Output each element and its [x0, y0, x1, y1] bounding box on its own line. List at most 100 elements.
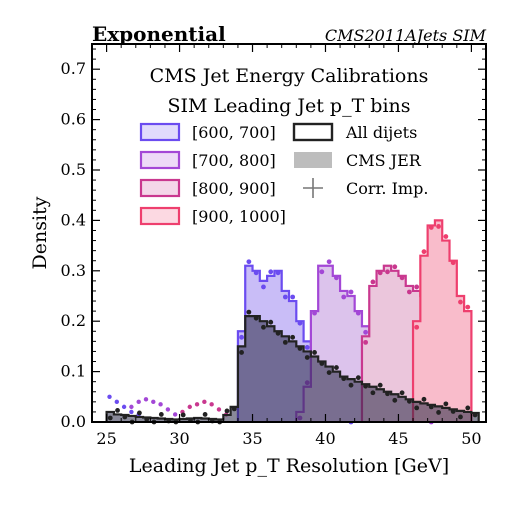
header-right: CMS2011AJets SIM — [325, 26, 487, 45]
all-dijets-point — [290, 334, 296, 340]
series-1-tail-point — [129, 409, 134, 415]
series-1-point — [239, 334, 244, 340]
series-3-point — [370, 279, 376, 285]
plot-frame — [91, 43, 487, 423]
y-tick-label: 0.0 — [61, 412, 86, 431]
y-tick-label: 0.6 — [61, 110, 86, 129]
all-dijets-point — [297, 346, 303, 351]
series-1-point — [253, 270, 259, 276]
all-dijets-point — [428, 404, 434, 410]
series-2-tail-point — [165, 407, 171, 412]
x-tick-label: 30 — [169, 429, 189, 448]
legend-label: [800, 900] — [192, 179, 276, 198]
series-4-point — [428, 225, 434, 230]
all-dijets-point — [472, 412, 478, 418]
title-line-2: SIM Leading Jet p_T bins — [167, 95, 410, 117]
series-4-point — [443, 234, 449, 239]
x-axis-label: Leading Jet p_T Resolution [GeV] — [129, 455, 449, 477]
series-1-point — [290, 294, 296, 300]
all-dijets-point — [107, 415, 113, 421]
y-tick-label: 0.5 — [61, 160, 86, 179]
legend-swatch — [294, 152, 332, 168]
legend-label: [900, 1000] — [192, 207, 286, 226]
series-3-point — [414, 284, 420, 290]
series-3-point — [399, 275, 405, 281]
all-dijets-point — [202, 412, 208, 417]
all-dijets-point — [319, 361, 325, 366]
legend-item: All dijets — [292, 122, 417, 142]
legend-label: [600, 700] — [192, 123, 276, 142]
series-3-point — [406, 289, 412, 295]
all-dijets-point — [144, 417, 150, 422]
series-4-point — [450, 260, 456, 266]
series-1-point — [282, 294, 288, 300]
series-2-point — [341, 294, 347, 300]
legend-item: [800, 900] — [139, 178, 276, 198]
all-dijets-point — [304, 355, 310, 360]
legend-item: [700, 800] — [139, 150, 276, 170]
series-1-point — [268, 269, 274, 275]
all-dijets-point — [341, 376, 347, 382]
series-3-tail-point — [202, 399, 207, 405]
all-dijets-fill — [106, 316, 479, 422]
x-tick-label: 40 — [315, 429, 335, 448]
y-tick-label: 0.2 — [61, 311, 86, 330]
series-1-tail-point — [114, 399, 120, 405]
all-dijets-point — [458, 414, 463, 420]
series-1-point — [304, 345, 310, 350]
y-axis-label: Density — [29, 196, 51, 269]
all-dijets-point — [239, 350, 244, 355]
all-dijets-point — [122, 414, 128, 420]
all-dijets-point — [465, 405, 471, 411]
series-2-point — [319, 269, 325, 275]
series-3-point — [392, 264, 398, 270]
all-dijets-point — [261, 324, 266, 330]
x-tick-label: 25 — [96, 429, 116, 448]
legend-swatch — [139, 150, 181, 170]
series-4-point — [436, 224, 441, 229]
series-2-tail-point — [129, 404, 134, 410]
all-dijets-point — [436, 410, 441, 415]
header-left: Exponential — [92, 22, 226, 46]
legend-item: [600, 700] — [139, 122, 276, 142]
series-4-point — [458, 299, 463, 305]
all-dijets-point — [137, 410, 142, 416]
all-dijets-point — [312, 350, 317, 355]
series-1-tail-point — [107, 394, 112, 399]
all-dijets-point — [377, 382, 383, 388]
all-dijets-point — [224, 408, 230, 414]
legend-swatch — [139, 206, 181, 226]
legend-item: Corr. Imp. — [303, 178, 428, 198]
x-tick-label: 50 — [461, 429, 481, 448]
title-line-1: CMS Jet Energy Calibrations — [150, 65, 429, 87]
y-tick-label: 0.4 — [61, 210, 86, 229]
series-4-outline — [411, 219, 473, 422]
legend-item: CMS JER — [294, 151, 422, 170]
series-1-point — [246, 259, 252, 265]
all-dijets-point — [370, 390, 376, 396]
legend-swatch — [292, 122, 334, 142]
all-dijets-point — [399, 390, 405, 396]
all-dijets-point — [158, 412, 164, 417]
series-4-point — [465, 304, 471, 310]
series-2-tail-point — [172, 412, 178, 417]
series-1-point — [261, 284, 266, 290]
series-2-point — [326, 259, 332, 265]
all-dijets-point — [180, 412, 186, 418]
series-3-tail-point — [209, 402, 214, 407]
series-2-tail-point — [143, 397, 149, 402]
series-4-point — [414, 324, 420, 330]
all-dijets-point — [406, 398, 412, 404]
all-dijets-point — [326, 370, 332, 376]
all-dijets-point — [282, 339, 288, 345]
all-dijets-point — [355, 375, 361, 381]
series-3-tail-point — [194, 402, 200, 407]
series-4-point — [421, 249, 427, 255]
legend-label: CMS JER — [346, 151, 422, 170]
all-dijets-point — [392, 397, 398, 403]
series-1-point — [275, 270, 281, 276]
x-tick-label: 45 — [388, 429, 408, 448]
all-dijets-point — [450, 409, 456, 414]
y-tick-label: 0.3 — [61, 261, 86, 280]
